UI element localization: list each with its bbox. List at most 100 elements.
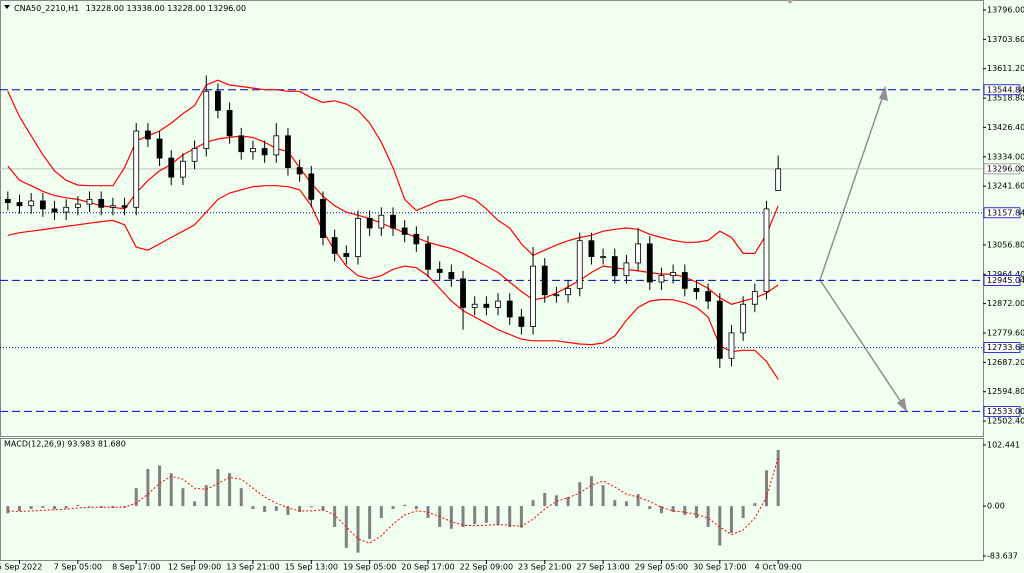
x-tick-label: 15 Sep 13:00: [285, 563, 338, 572]
x-tick-label: 13 Sep 21:00: [226, 563, 279, 572]
macd-frame: [0, 438, 984, 561]
y-tick-label: 12594.80: [987, 387, 1024, 396]
signal-line: [7, 457, 779, 544]
candle-body: [203, 90, 210, 149]
candle-body: [4, 198, 11, 203]
macd-bar: [158, 465, 162, 507]
candle-body: [460, 278, 466, 308]
macd-bar: [169, 473, 173, 507]
candle-body: [425, 243, 431, 270]
macd-bar: [531, 500, 535, 507]
y-tick-label: 13703.60: [987, 35, 1024, 44]
macd-bar: [403, 504, 407, 507]
y-tick-label: 0.00: [987, 502, 1005, 511]
macd-bar: [613, 500, 617, 507]
macd-bar: [484, 506, 488, 523]
candle-body: [775, 168, 782, 191]
menu-icon[interactable]: [4, 5, 10, 9]
candle-body: [331, 237, 338, 254]
candle-body: [226, 109, 233, 137]
candle-body: [366, 218, 373, 229]
y-tick-label: 12964.40: [987, 270, 1024, 279]
y-tick-label: 12872.00: [987, 299, 1024, 308]
macd-bar: [566, 497, 570, 507]
candle-body: [646, 243, 653, 283]
y-tick-label: 13426.40: [987, 123, 1024, 132]
macd-bar: [671, 506, 675, 513]
y-tick-label: 12502.40: [987, 417, 1024, 426]
macd-bar: [508, 506, 512, 527]
x-tick-label: 30 Sep 17:00: [693, 563, 746, 572]
candle-body: [74, 203, 81, 208]
x-tick-label: 19 Sep 05:00: [343, 563, 396, 572]
candle-body: [716, 300, 723, 359]
macd-bar: [414, 506, 418, 510]
x-tick-label: 23 Sep 21:00: [518, 563, 571, 572]
macd-bar: [753, 503, 757, 507]
level-label: 12945.04: [987, 276, 1024, 285]
candle-body: [705, 291, 712, 302]
y-tick-label: 12779.60: [987, 328, 1024, 337]
x-tick-label: 8 Sep 17:00: [112, 563, 160, 572]
candle-body: [740, 303, 747, 334]
macd-title: MACD(12,26,9) 93.983 81.680: [4, 440, 126, 449]
candle-body: [296, 167, 303, 175]
candle-body: [471, 303, 478, 308]
current-price-box: [983, 163, 1021, 175]
candle-body: [191, 148, 198, 162]
macd-bar: [263, 506, 267, 513]
candle-body: [448, 272, 455, 280]
x-tick-label: 29 Sep 05:00: [635, 563, 688, 572]
candle-body: [238, 135, 245, 153]
candle-body: [39, 200, 46, 210]
candle-body: [28, 200, 35, 207]
candle-body: [261, 148, 268, 156]
x-tick-label: 4 Oct 09:00: [755, 563, 802, 572]
candle-body: [681, 272, 688, 289]
macd-bar: [53, 506, 57, 510]
macd-bar: [298, 506, 302, 513]
x-tick-label: 5 Sep 2022: [0, 563, 42, 572]
y-tick-label: 13796.00: [987, 5, 1024, 14]
level-label-box: [983, 275, 1021, 286]
candle-body: [215, 90, 221, 111]
y-tick-label: 13334.00: [987, 152, 1024, 161]
candle-body: [751, 291, 758, 305]
candle-body: [133, 130, 140, 208]
macd-bar: [321, 506, 325, 511]
symbol: CNA50_2210,H1: [14, 4, 79, 13]
projection-line: [819, 89, 886, 281]
candle-body: [541, 265, 548, 296]
candle-body: [600, 256, 606, 258]
macd-bar: [648, 506, 652, 510]
projection-line: [819, 279, 906, 409]
macd-bar: [251, 506, 255, 510]
macd-bar: [449, 506, 453, 529]
candle-body: [355, 218, 361, 257]
macd-bar: [123, 506, 127, 508]
macd-bar: [344, 506, 348, 548]
macd-bar: [473, 506, 477, 524]
candle-body: [180, 160, 186, 178]
level-label: 12533.00: [987, 407, 1024, 416]
candle-body: [565, 287, 571, 296]
macd-bar: [624, 501, 628, 507]
y-tick-label: 13241.60: [987, 182, 1024, 191]
candle-body: [308, 173, 315, 200]
macd-bar: [589, 476, 593, 507]
candle-body: [343, 253, 350, 257]
candle-body: [168, 157, 175, 178]
macd-bar: [146, 469, 150, 507]
x-tick-label: 20 Sep 17:00: [401, 563, 454, 572]
ohlc-label: 13338.00: [127, 4, 165, 13]
candle-body: [51, 208, 58, 213]
macd-bar: [776, 449, 780, 507]
projection-arrows: [819, 85, 908, 412]
candle-body: [378, 214, 385, 229]
candle-body: [401, 227, 408, 235]
candle-body: [320, 198, 326, 238]
shift-marker: [786, 0, 794, 4]
macd-bar: [578, 482, 582, 507]
candle-body: [273, 135, 280, 156]
macd-bar: [309, 506, 313, 508]
